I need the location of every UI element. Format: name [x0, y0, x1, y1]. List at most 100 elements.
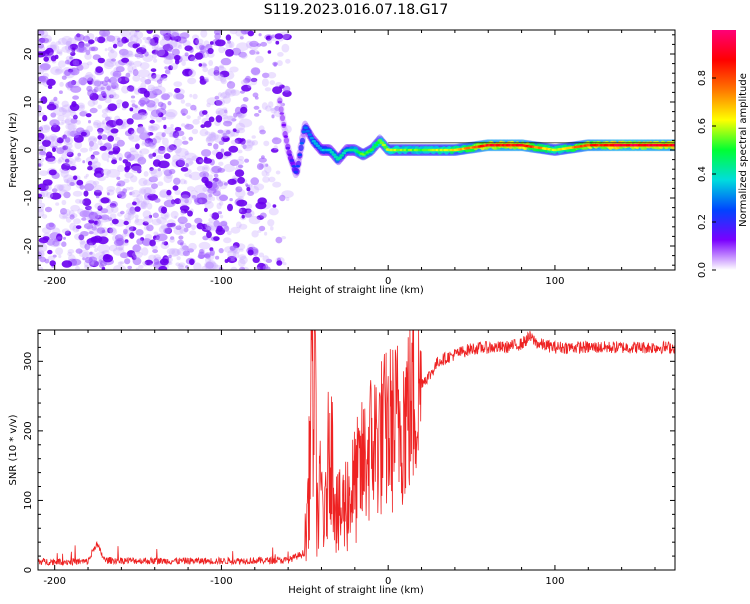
noise-blob [89, 251, 93, 255]
noise-blob [250, 77, 258, 83]
noise-blob [97, 57, 106, 64]
colorbar-gradient [712, 30, 736, 270]
noise-blob [148, 214, 152, 219]
noise-blob [99, 142, 104, 147]
noise-blob [128, 134, 141, 142]
spectrogram-y-ticks: -20 -10 0 10 20 [23, 34, 675, 266]
noise-blob [149, 167, 154, 172]
noise-blob [51, 135, 59, 142]
noise-blob [65, 123, 75, 131]
noise-blob [107, 94, 113, 98]
noise-blob [45, 151, 53, 159]
noise-blob [201, 176, 209, 184]
noise-blob [131, 113, 143, 120]
noise-blob [254, 266, 261, 270]
noise-blob [190, 104, 197, 111]
noise-blob [118, 246, 124, 251]
noise-blob [38, 208, 45, 218]
noise-blob [51, 188, 58, 193]
noise-blob [163, 58, 173, 65]
noise-blob [94, 36, 99, 42]
noise-blob [147, 38, 155, 47]
noise-blob [80, 131, 87, 137]
noise-blob [180, 210, 185, 216]
noise-blob [38, 163, 42, 167]
noise-blob [96, 87, 102, 92]
noise-blob [147, 132, 154, 136]
noise-blob [61, 135, 67, 140]
noise-blob [259, 212, 267, 219]
noise-blob [123, 178, 130, 183]
noise-blob [250, 67, 261, 75]
noise-blob [38, 137, 43, 145]
noise-blob [135, 143, 140, 150]
noise-blob [143, 216, 154, 224]
noise-blob [42, 179, 53, 186]
noise-blob [45, 185, 52, 191]
noise-blob [38, 126, 44, 132]
noise-blob [75, 198, 82, 204]
noise-blob [222, 114, 229, 120]
noise-blob [234, 169, 245, 178]
noise-blob [161, 241, 166, 245]
noise-blob [116, 183, 121, 187]
noise-blob [180, 191, 191, 199]
noise-blob [224, 109, 228, 114]
noise-blob [106, 159, 110, 163]
noise-blob [246, 187, 251, 192]
noise-blob [70, 258, 82, 266]
noise-blob [188, 69, 196, 78]
noise-blob [119, 261, 125, 265]
noise-blob [220, 57, 232, 66]
noise-blob [205, 136, 215, 145]
noise-blob [84, 243, 91, 251]
noise-blob [237, 176, 246, 184]
noise-blob [215, 255, 220, 260]
noise-blob [200, 45, 207, 54]
track-band [283, 137, 290, 144]
noise-blob [265, 163, 269, 167]
noise-blob [137, 69, 150, 78]
noise-blob [122, 241, 129, 246]
noise-blob [66, 151, 74, 158]
noise-blob [69, 67, 80, 76]
noise-blob [124, 172, 134, 179]
noise-blob [115, 60, 125, 68]
noise-blob [213, 236, 220, 242]
noise-blob [107, 103, 118, 111]
noise-blob [205, 78, 209, 83]
noise-blob [110, 48, 115, 54]
noise-blob [56, 236, 62, 240]
noise-blob [111, 58, 117, 62]
noise-blob [261, 78, 269, 87]
noise-blob [61, 228, 70, 234]
noise-blob [113, 264, 126, 270]
noise-blob [110, 81, 117, 87]
noise-blob [142, 261, 147, 266]
noise-blob [149, 263, 154, 267]
noise-blob [73, 175, 78, 181]
noise-blob [74, 233, 85, 241]
noise-blob [235, 30, 246, 37]
noise-blob [192, 118, 200, 125]
noise-blob [163, 199, 176, 208]
noise-blob [137, 112, 148, 120]
noise-blob [46, 191, 54, 199]
noise-blob [246, 139, 252, 144]
noise-blob [178, 262, 186, 268]
noise-blob [230, 139, 239, 145]
noise-blob [166, 71, 171, 75]
track-core [375, 141, 380, 144]
noise-blob [138, 186, 152, 196]
noise-blob [72, 127, 78, 134]
noise-blob [200, 124, 206, 129]
noise-blob [70, 118, 78, 124]
noise-blob [282, 33, 292, 41]
noise-blob [110, 201, 118, 208]
noise-blob [232, 251, 240, 259]
noise-blob [224, 259, 229, 263]
noise-blob [225, 130, 231, 135]
noise-blob [117, 164, 125, 173]
noise-blob [39, 150, 46, 156]
noise-blob [129, 232, 135, 239]
